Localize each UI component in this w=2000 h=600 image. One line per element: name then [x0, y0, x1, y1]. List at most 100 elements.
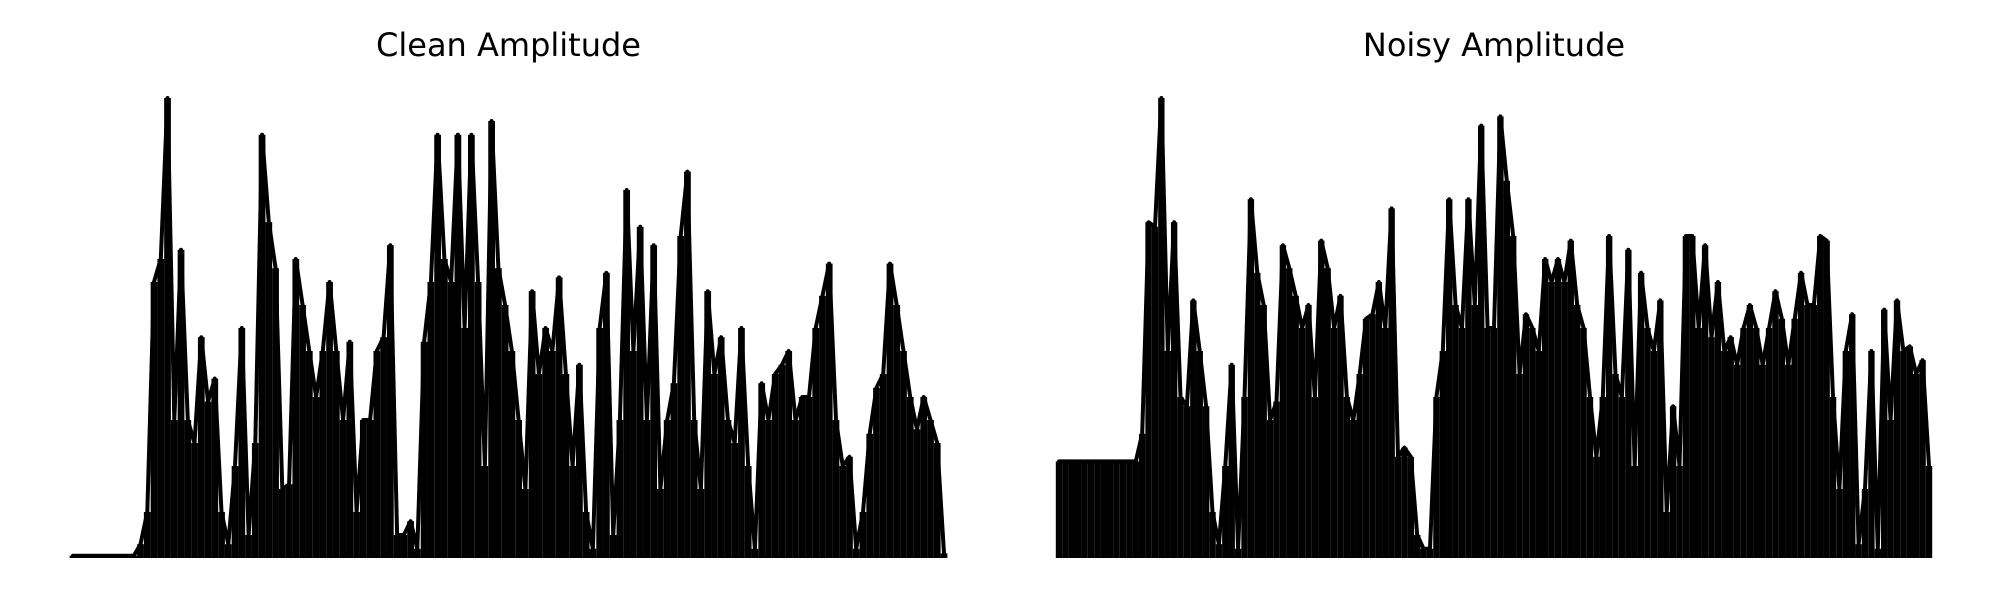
amplitude-bar	[1228, 364, 1235, 558]
amplitude-bar	[825, 263, 833, 558]
amplitude-bar	[913, 429, 921, 558]
amplitude-bar	[434, 134, 441, 559]
amplitude-bar	[1765, 328, 1773, 558]
amplitude-bar	[454, 134, 462, 559]
amplitude-bar	[576, 364, 583, 558]
amplitude-bar	[1215, 544, 1223, 558]
amplitude-bar	[1305, 305, 1312, 558]
amplitude-bar	[798, 397, 806, 558]
amplitude-bar	[373, 351, 381, 558]
plot-title: Clean Amplitude	[376, 26, 641, 64]
amplitude-bar	[1465, 199, 1472, 558]
amplitude-bar	[1311, 397, 1319, 558]
amplitude-bar	[245, 535, 252, 558]
amplitude-bar	[1382, 328, 1389, 558]
amplitude-bar	[1446, 199, 1453, 558]
amplitude-bar	[758, 383, 766, 558]
amplitude-bar	[738, 328, 745, 558]
amplitude-bar	[278, 489, 286, 558]
amplitude-bar	[704, 291, 712, 558]
amplitude-bar	[1823, 240, 1830, 558]
amplitude-bar	[663, 420, 671, 558]
amplitude-bar	[636, 226, 644, 559]
amplitude-bar	[393, 535, 401, 558]
amplitude-bar	[1836, 489, 1843, 558]
amplitude-bar	[1126, 461, 1133, 558]
amplitude-bar	[1740, 328, 1747, 558]
amplitude-bar	[413, 548, 421, 558]
amplitude-bar	[839, 466, 847, 558]
amplitude-bar	[1369, 314, 1376, 558]
amplitude-bar	[380, 337, 387, 558]
amplitude-bar	[177, 249, 185, 559]
amplitude-bar	[1650, 351, 1658, 558]
amplitude-bar	[1829, 397, 1837, 558]
amplitude-bar	[792, 420, 799, 558]
amplitude-bar	[1554, 259, 1562, 558]
amplitude-bar	[191, 443, 198, 558]
amplitude-bar	[933, 443, 941, 558]
amplitude-bar	[407, 521, 414, 558]
amplitude-bar	[1881, 309, 1888, 558]
amplitude-bar	[1190, 300, 1197, 558]
amplitude-bar	[893, 305, 901, 558]
amplitude-bar	[1497, 116, 1504, 559]
amplitude-bar	[900, 351, 907, 558]
amplitude-bar	[1657, 300, 1664, 558]
amplitude-bar	[1158, 98, 1165, 558]
amplitude-bar	[1375, 282, 1383, 558]
amplitude-bar	[1631, 466, 1638, 558]
amplitude-bar	[312, 397, 320, 558]
amplitude-bar	[1746, 305, 1754, 558]
amplitude-bar	[474, 282, 482, 558]
amplitude-bar	[515, 420, 523, 558]
amplitude-bar	[1567, 240, 1574, 558]
amplitude-bar	[1094, 461, 1101, 558]
plot: Clean Amplitude	[69, 26, 948, 559]
amplitude-bar	[1804, 305, 1811, 558]
plot-title: Noisy Amplitude	[1363, 26, 1625, 64]
amplitude-bar	[326, 282, 333, 558]
amplitude-bar	[1209, 512, 1216, 558]
amplitude-bar	[819, 295, 826, 558]
amplitude-bar	[1202, 406, 1210, 558]
amplitude-bar	[711, 374, 718, 558]
amplitude-bar	[1362, 318, 1370, 558]
amplitude-bar	[1350, 420, 1357, 558]
plot: Noisy Amplitude	[1055, 26, 1933, 559]
amplitude-bar	[170, 420, 178, 558]
amplitude-bar	[1260, 305, 1267, 558]
amplitude-bar	[1580, 328, 1587, 558]
amplitude-bar	[1407, 456, 1415, 558]
amplitude-bar	[1516, 374, 1523, 558]
amplitude-bar	[778, 364, 786, 558]
amplitude-bar	[1900, 351, 1907, 558]
amplitude-bar	[1318, 240, 1325, 558]
amplitude-bar	[522, 489, 529, 558]
amplitude-bar	[1772, 291, 1779, 558]
amplitude-bar	[846, 456, 853, 558]
amplitude-bar	[1113, 461, 1120, 558]
amplitude-bar	[1612, 374, 1619, 558]
amplitude-bar	[494, 268, 502, 558]
amplitude-bar	[1663, 512, 1670, 558]
amplitude-bar	[1106, 461, 1114, 558]
amplitude-bar	[1887, 420, 1894, 558]
amplitude-bar	[785, 351, 793, 558]
amplitude-bar	[1721, 351, 1728, 558]
amplitude-bar	[879, 374, 887, 558]
amplitude-bar	[1708, 337, 1715, 558]
amplitude-bar	[427, 282, 435, 558]
amplitude-bar	[1625, 249, 1632, 559]
amplitude-bar	[420, 341, 428, 558]
amplitude-bar	[582, 512, 590, 558]
amplitude-bar	[1855, 544, 1862, 558]
amplitude-bar	[353, 512, 360, 558]
amplitude-bar	[1669, 406, 1677, 558]
amplitude-bar	[143, 512, 151, 558]
amplitude-bar	[731, 443, 739, 558]
amplitude-bar	[1484, 328, 1491, 558]
amplitude-bar	[771, 374, 779, 558]
amplitude-bar	[137, 544, 144, 558]
